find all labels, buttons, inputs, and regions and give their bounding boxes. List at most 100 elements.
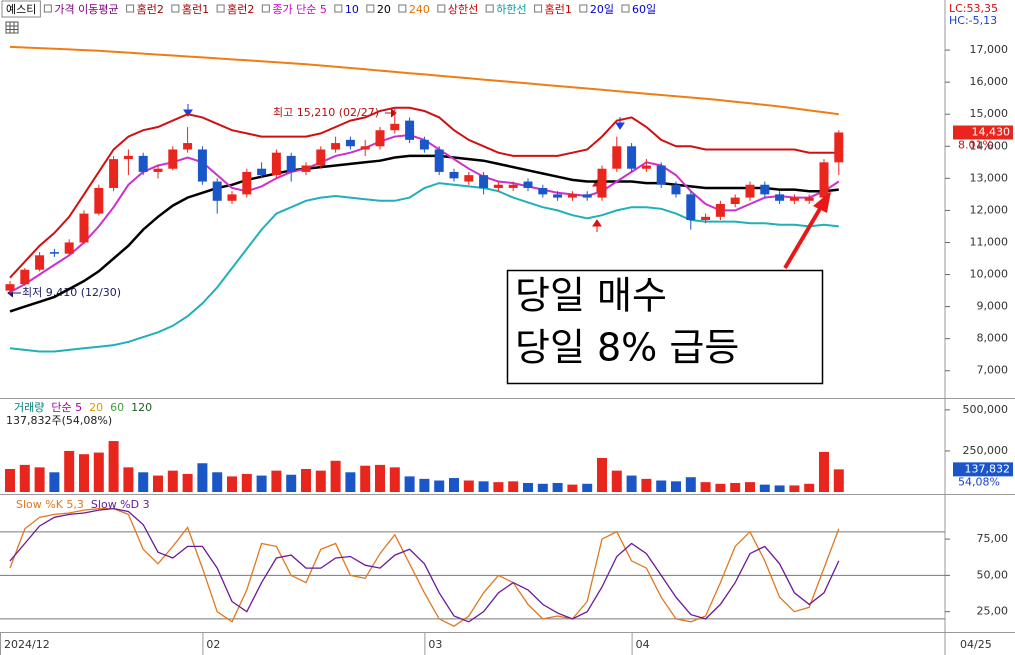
candle-body xyxy=(627,146,637,169)
candle-body xyxy=(242,171,252,195)
callout-text: 당일 매수 xyxy=(515,274,667,318)
y-tick-label: 50,00 xyxy=(977,568,1009,581)
candle-body xyxy=(5,284,15,291)
volume-bar xyxy=(404,476,415,492)
legend-item: 단순 5 xyxy=(51,401,82,414)
x-tick-label: 03 xyxy=(428,638,442,651)
y-tick-label: 13,000 xyxy=(970,171,1009,184)
candle-body xyxy=(789,197,799,201)
legend-item: 10 xyxy=(345,3,359,16)
legend-item: Slow %K 5,3 xyxy=(16,498,84,511)
candle-body xyxy=(390,123,400,131)
candle-body xyxy=(730,197,740,204)
volume-bar xyxy=(49,472,60,492)
y-tick-label: 16,000 xyxy=(970,75,1009,88)
volume-bar xyxy=(493,482,504,492)
x-tick-label: 2024/12 xyxy=(4,638,50,651)
ma-line xyxy=(9,182,839,353)
volume-bar xyxy=(212,472,223,492)
candle-body xyxy=(641,165,651,169)
volume-bar xyxy=(167,470,178,492)
ma-line xyxy=(9,106,839,279)
y-tick-label: 15,000 xyxy=(970,107,1009,120)
legend-swatch xyxy=(398,4,407,13)
candle-body xyxy=(168,149,178,169)
volume-bar xyxy=(330,460,341,492)
volume-bar xyxy=(108,441,119,492)
volume-bar xyxy=(626,475,637,492)
volume-bar xyxy=(93,452,104,492)
callout-arrow xyxy=(783,191,831,270)
volume-bar xyxy=(315,470,326,492)
candle-body xyxy=(138,155,148,172)
candle-body xyxy=(508,184,518,188)
price-change: 54,08% xyxy=(958,475,1000,488)
legend-swatch xyxy=(261,4,270,13)
price-tag xyxy=(953,462,1013,477)
candle-body xyxy=(523,181,533,188)
volume-bar xyxy=(833,469,844,492)
y-tick-label: 11,000 xyxy=(970,235,1009,248)
price-tag-label: 14,430 xyxy=(972,125,1011,138)
volume-bar xyxy=(582,483,593,492)
signal-arrow xyxy=(183,104,193,117)
volume-bar xyxy=(153,475,163,492)
volume-bar xyxy=(730,482,741,492)
volume-bar xyxy=(419,478,430,492)
volume-bar xyxy=(804,483,815,492)
indicator: LC:53,35 xyxy=(949,2,998,15)
x-tick-label: 02 xyxy=(206,638,220,651)
y-tick-label: 17,000 xyxy=(970,43,1009,56)
legend-box xyxy=(1,0,41,18)
volume-bar xyxy=(523,482,533,492)
plot-area xyxy=(0,45,945,627)
candle-body xyxy=(419,139,429,150)
legend-item: 20일 xyxy=(590,2,614,16)
cursor-date: 04/25 xyxy=(960,638,992,651)
candle-body xyxy=(597,168,607,198)
legend-swatch xyxy=(437,4,446,13)
stochastic-line xyxy=(9,507,840,623)
candle-body xyxy=(449,171,459,179)
volume-bar xyxy=(463,480,474,492)
candle-body xyxy=(479,175,489,188)
candle-body xyxy=(286,155,296,172)
candle-body xyxy=(804,197,814,201)
volume-bar xyxy=(256,475,267,492)
volume-bar xyxy=(138,472,149,492)
volume-bar xyxy=(227,476,237,492)
legend-item: 상한선 xyxy=(448,3,478,16)
legend-item: 60 xyxy=(110,401,124,414)
y-tick-label: 7,000 xyxy=(977,364,1009,377)
callout-text: 당일 8% 급등 xyxy=(515,326,739,370)
volume-bar xyxy=(79,454,89,492)
legend-item: 20 xyxy=(89,401,103,414)
legend-swatch xyxy=(126,4,135,13)
legend-item: 거래량 xyxy=(14,401,44,414)
candle-body xyxy=(360,146,370,150)
volume-bar xyxy=(537,483,548,492)
candle-body xyxy=(819,162,829,198)
volume-bar xyxy=(182,473,193,492)
legend-item: 홈런2 xyxy=(137,2,164,16)
volume-bar xyxy=(286,474,297,492)
candle-body xyxy=(212,181,222,201)
y-tick-label: 14,000 xyxy=(970,139,1009,152)
price-tag-label: 137,832 xyxy=(965,462,1011,475)
volume-bar xyxy=(345,472,356,492)
ma-line xyxy=(9,154,839,313)
candle-body xyxy=(493,184,503,188)
indicator: HC:-5,13 xyxy=(949,14,997,27)
legend-item: 120 xyxy=(131,401,152,414)
candle-body xyxy=(686,194,696,221)
candle-body xyxy=(257,168,267,176)
candle-body xyxy=(745,184,755,198)
legend-item: 240 xyxy=(409,3,430,16)
legend-item: 20 xyxy=(377,3,391,16)
candle-body xyxy=(701,216,711,221)
legend-item: 가격 이동평균 xyxy=(54,3,118,16)
y-tick-label: 9,000 xyxy=(977,300,1009,313)
volume-bar xyxy=(5,469,15,492)
